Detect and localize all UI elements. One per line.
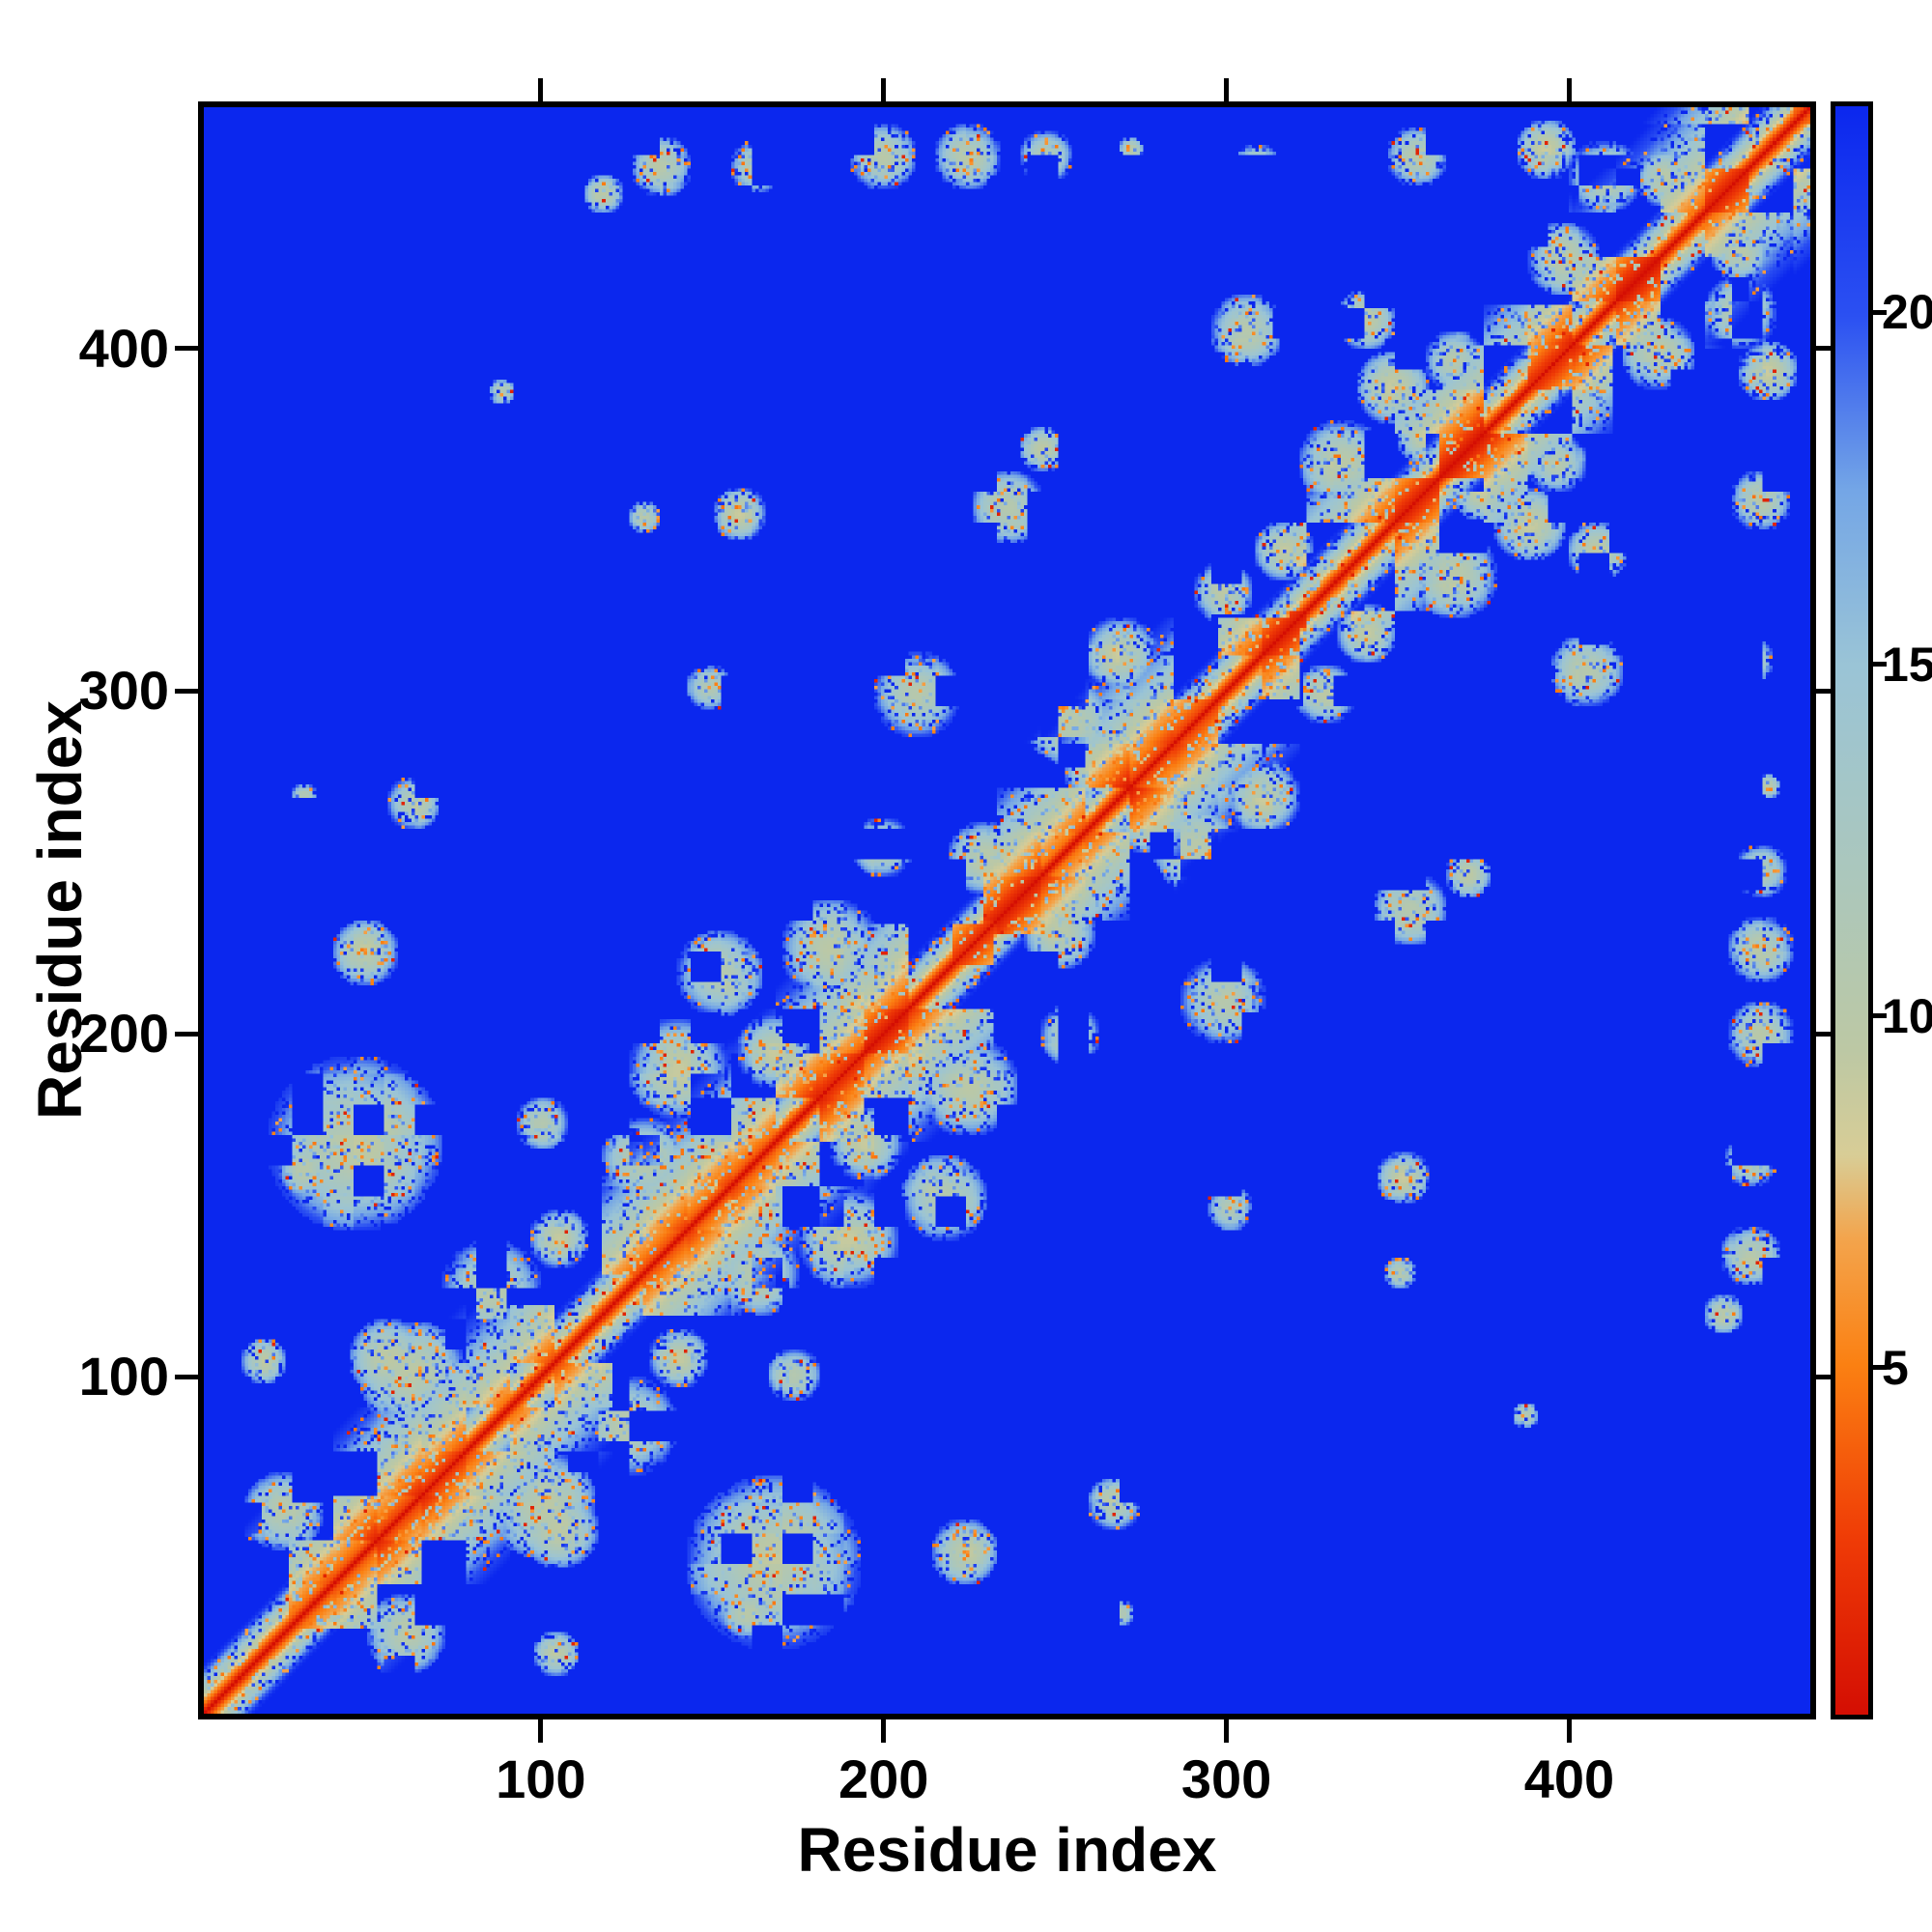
y-tick-label: 300 <box>78 660 169 722</box>
x-tick-label: 400 <box>1523 1748 1615 1809</box>
y-tick-mark <box>175 1374 198 1379</box>
colorbar-tick-mark <box>1873 1365 1887 1371</box>
colorbar-tick-label: 10 <box>1882 988 1932 1043</box>
x-tick-label: 100 <box>496 1748 586 1809</box>
plot-area <box>198 101 1816 1719</box>
y-tick-label: 200 <box>78 1003 169 1065</box>
x-tick-label: 300 <box>1180 1748 1272 1809</box>
y-tick-mark-right <box>1816 1374 1839 1379</box>
y-tick-mark <box>175 1031 198 1037</box>
x-axis-label: Residue index <box>797 1815 1217 1885</box>
y-axis-label: Residue index <box>25 700 95 1120</box>
x-tick-mark-top <box>538 78 544 101</box>
colorbar <box>1831 101 1873 1719</box>
x-tick-mark-top <box>1566 78 1572 101</box>
x-tick-mark-top <box>1224 78 1230 101</box>
y-tick-mark-right <box>1816 1031 1839 1037</box>
y-tick-mark <box>175 346 198 351</box>
colorbar-tick-mark <box>1873 1013 1887 1019</box>
colorbar-tick-mark <box>1873 662 1887 668</box>
x-tick-mark <box>881 1719 887 1743</box>
y-tick-mark-right <box>1816 688 1839 694</box>
y-tick-label: 400 <box>78 317 169 379</box>
y-tick-mark-right <box>1816 346 1839 351</box>
colorbar-tick-label: 15 <box>1882 637 1932 692</box>
colorbar-tick-label: 20 <box>1882 285 1932 340</box>
x-tick-mark <box>538 1719 544 1743</box>
x-tick-mark <box>1224 1719 1230 1743</box>
colorbar-tick-label: 5 <box>1882 1340 1909 1395</box>
x-tick-mark <box>1566 1719 1572 1743</box>
x-tick-mark-top <box>881 78 887 101</box>
x-tick-label: 200 <box>838 1748 929 1809</box>
y-tick-label: 100 <box>78 1346 169 1407</box>
colorbar-tick-mark <box>1873 309 1887 315</box>
heatmap-canvas <box>204 107 1810 1714</box>
y-tick-mark <box>175 688 198 694</box>
